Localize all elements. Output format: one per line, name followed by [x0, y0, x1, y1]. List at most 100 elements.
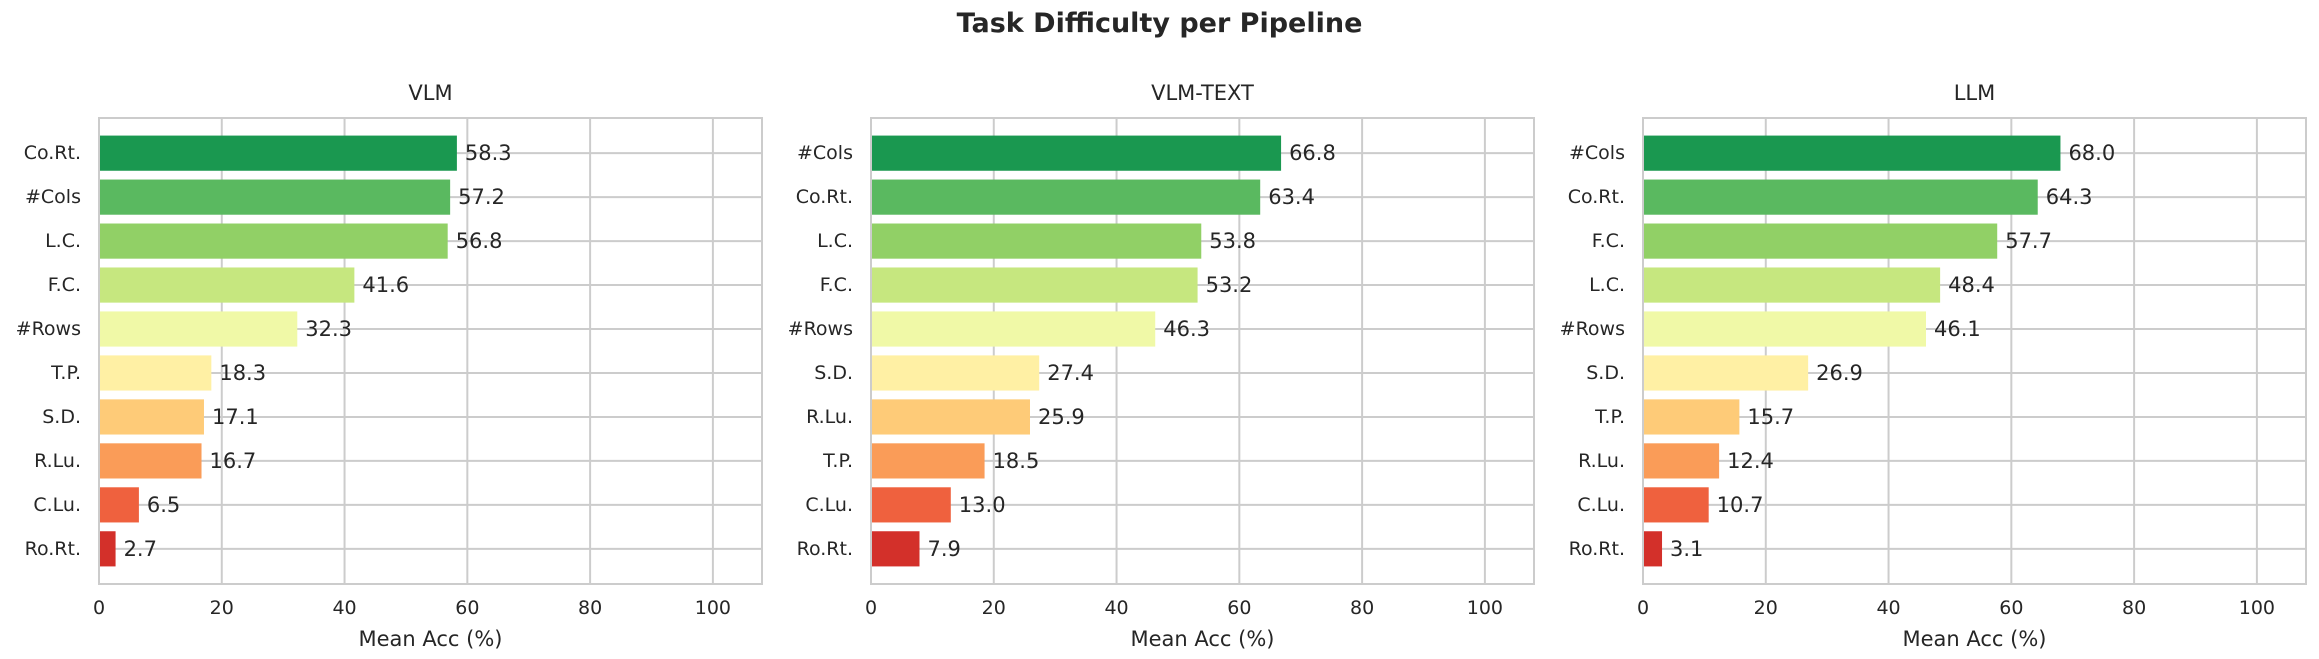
- chart-2-value-label: 46.3: [1163, 317, 1210, 341]
- chart-1-xtick-label: 20: [210, 597, 234, 619]
- chart-3-frame: [1642, 117, 2307, 585]
- chart-2-category-label: C.Lu.: [805, 494, 853, 516]
- chart-2-bar: [871, 267, 1198, 303]
- chart-1-value-label: 58.3: [465, 141, 512, 165]
- chart-2-value-label: 63.4: [1268, 185, 1315, 209]
- chart-2-xtick-label: 0: [865, 597, 877, 619]
- chart-3-value-label: 46.1: [1934, 317, 1981, 341]
- chart-1-value-label: 18.3: [219, 361, 266, 385]
- chart-1-bar: [99, 135, 457, 171]
- chart-3-bar: [1643, 223, 1998, 259]
- chart-3-bar: [1643, 487, 1709, 523]
- chart-3-xtick-label: 100: [2239, 597, 2275, 619]
- chart-2-bar: [871, 179, 1261, 215]
- chart-1-frame: [98, 117, 763, 585]
- chart-1-bar: [99, 223, 448, 259]
- chart-2-value-label: 18.5: [993, 449, 1040, 473]
- chart-1-value-label: 57.2: [458, 185, 505, 209]
- chart-2-category-label: T.P.: [822, 450, 853, 472]
- chart-1-value-label: 6.5: [147, 493, 180, 517]
- chart-1-xtick-label: 100: [695, 597, 731, 619]
- chart-3-value-label: 15.7: [1747, 405, 1794, 429]
- chart-1-category-label: R.Lu.: [34, 450, 81, 472]
- chart-3-category-label: S.D.: [1586, 362, 1625, 384]
- chart-1-xtick-label: 60: [455, 597, 479, 619]
- chart-2-xlabel: Mean Acc (%): [1131, 627, 1275, 651]
- chart-2-bar: [871, 443, 985, 479]
- chart-1-category-label: Ro.Rt.: [25, 538, 81, 560]
- chart-3-xtick-label: 20: [1754, 597, 1778, 619]
- chart-2-frame: [870, 117, 1535, 585]
- chart-2-xtick-label: 40: [1104, 597, 1128, 619]
- chart-1-category-label: L.C.: [45, 230, 81, 252]
- chart-2-category-label: F.C.: [820, 274, 853, 296]
- chart-3-bar: [1643, 355, 1809, 391]
- chart-2-xtick-label: 60: [1227, 597, 1251, 619]
- chart-3-category-label: #Rows: [1560, 318, 1625, 340]
- chart-1-value-label: 32.3: [305, 317, 352, 341]
- chart-2-xtick-label: 80: [1350, 597, 1374, 619]
- chart-1-xlabel: Mean Acc (%): [359, 627, 503, 651]
- chart-2-bar: [871, 355, 1040, 391]
- chart-2-bar: [871, 399, 1030, 435]
- chart-2-category-label: R.Lu.: [806, 406, 853, 428]
- chart-2-value-label: 53.8: [1209, 229, 1256, 253]
- chart-1-category-label: #Rows: [16, 318, 81, 340]
- figure-title: Task Difficulty per Pipeline: [956, 8, 1363, 39]
- chart-2-category-label: #Cols: [797, 142, 853, 164]
- chart-3-xtick-label: 80: [2122, 597, 2146, 619]
- chart-3-bar: [1643, 531, 1663, 567]
- chart-1-bar: [99, 531, 116, 567]
- chart-1-xtick-label: 0: [93, 597, 105, 619]
- chart-3-value-label: 3.1: [1670, 537, 1703, 561]
- chart-3-category-label: Ro.Rt.: [1569, 538, 1625, 560]
- chart-3-bar: [1643, 135, 2061, 171]
- chart-1-bar: [99, 443, 202, 479]
- chart-2-value-label: 7.9: [927, 537, 960, 561]
- chart-3-xlabel: Mean Acc (%): [1903, 627, 2047, 651]
- chart-1-value-label: 56.8: [456, 229, 503, 253]
- chart-2-value-label: 25.9: [1038, 405, 1085, 429]
- chart-1-value-label: 41.6: [362, 273, 409, 297]
- chart-2-category-label: L.C.: [817, 230, 853, 252]
- chart-1-category-label: #Cols: [25, 186, 81, 208]
- chart-3-value-label: 68.0: [2068, 141, 2115, 165]
- chart-2-category-label: S.D.: [814, 362, 853, 384]
- chart-3-category-label: R.Lu.: [1578, 450, 1625, 472]
- chart-3-value-label: 10.7: [1717, 493, 1764, 517]
- chart-3-value-label: 64.3: [2046, 185, 2093, 209]
- chart-3-value-label: 26.9: [1816, 361, 1863, 385]
- chart-3-category-label: L.C.: [1589, 274, 1625, 296]
- chart-1-category-label: T.P.: [50, 362, 81, 384]
- chart-1-bar: [99, 355, 212, 391]
- chart-1-category-label: C.Lu.: [33, 494, 81, 516]
- chart-3-value-label: 12.4: [1727, 449, 1774, 473]
- chart-1-bar: [99, 179, 451, 215]
- chart-3-value-label: 57.7: [2005, 229, 2052, 253]
- chart-2-value-label: 53.2: [1206, 273, 1253, 297]
- chart-3-value-label: 48.4: [1948, 273, 1995, 297]
- chart-1-value-label: 17.1: [212, 405, 259, 429]
- chart-2-bar: [871, 311, 1156, 347]
- chart-2-value-label: 13.0: [959, 493, 1006, 517]
- chart-2-value-label: 27.4: [1047, 361, 1094, 385]
- chart-2-value-label: 66.8: [1289, 141, 1336, 165]
- chart-3-bar: [1643, 311, 1927, 347]
- chart-1-category-label: Co.Rt.: [24, 142, 81, 164]
- chart-3-title: LLM: [1954, 81, 1996, 105]
- chart-3-bar: [1643, 399, 1740, 435]
- chart-1-value-label: 16.7: [210, 449, 257, 473]
- chart-3-category-label: T.P.: [1594, 406, 1625, 428]
- chart-1-category-label: S.D.: [42, 406, 81, 428]
- chart-1-category-label: F.C.: [48, 274, 81, 296]
- chart-1-title: VLM: [408, 81, 452, 105]
- chart-2-category-label: Ro.Rt.: [797, 538, 853, 560]
- chart-3-bar: [1643, 179, 2038, 215]
- chart-3-xtick-label: 60: [1999, 597, 2023, 619]
- chart-2-category-label: Co.Rt.: [796, 186, 853, 208]
- chart-3-bar: [1643, 267, 1941, 303]
- chart-1-bar: [99, 487, 139, 523]
- chart-3-category-label: F.C.: [1592, 230, 1625, 252]
